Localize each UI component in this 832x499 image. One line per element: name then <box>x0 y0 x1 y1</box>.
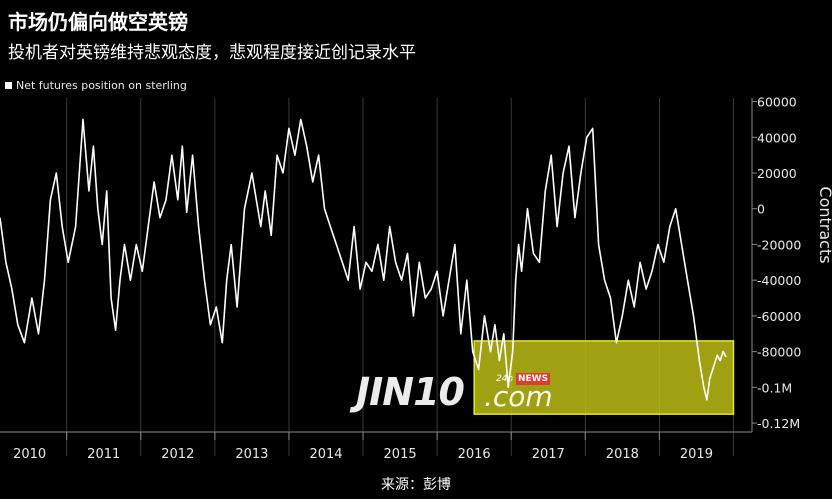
y-tick-label: 20000 <box>757 166 797 181</box>
y-tick-label: -20000 <box>757 237 801 252</box>
x-tick-label: 2012 <box>161 447 194 462</box>
x-tick-label: 2019 <box>680 447 713 462</box>
y-tick-label: 0 <box>757 202 765 217</box>
x-tick-label: 2013 <box>235 447 268 462</box>
legend-label: Net futures position on sterling <box>16 79 187 92</box>
watermark-news-tag: NEWS <box>516 373 551 385</box>
y-tick-label: -0.12M <box>757 416 800 431</box>
source-note: 来源：彭博 <box>381 477 451 493</box>
x-tick-label: 2014 <box>309 447 342 462</box>
watermark-logo: JIN10 .com 24h NEWS <box>356 366 556 426</box>
y-tick-label: -60000 <box>757 309 801 324</box>
line-chart: 60000 40000 20000 0 -20000 -40000 -60000 -80000… <box>0 95 832 462</box>
page-title: 市场仍偏向做空英镑 <box>8 10 188 34</box>
x-tick-label: 2010 <box>13 447 46 462</box>
watermark-suffix: .com <box>484 380 553 413</box>
y-axis-label: Contracts <box>816 186 832 263</box>
legend-swatch <box>5 82 12 89</box>
series-line <box>0 118 727 401</box>
page-subtitle: 投机者对英镑维持悲观态度，悲观程度接近创记录水平 <box>8 43 416 63</box>
x-tick-label: 2016 <box>458 447 491 462</box>
watermark-brand: JIN10 <box>356 370 465 414</box>
y-tick-label: 60000 <box>757 95 797 110</box>
y-tick-label: -40000 <box>757 273 801 288</box>
chart-legend: Net futures position on sterling <box>5 79 187 92</box>
x-tick-label: 2011 <box>87 447 120 462</box>
y-tick-label: -80000 <box>757 345 801 360</box>
highlight-region <box>473 340 735 415</box>
x-tick-label: 2018 <box>606 447 639 462</box>
y-axis: 60000 40000 20000 0 -20000 -40000 -60000 -80000… <box>751 95 801 432</box>
x-tick-label: 2015 <box>384 447 417 462</box>
highlight-box <box>473 340 735 415</box>
x-tick-label: 2017 <box>532 447 565 462</box>
series-layer <box>0 118 727 401</box>
y-tick-label: -0.1M <box>757 380 792 395</box>
header: 市场仍偏向做空英镑 投机者对英镑维持悲观态度，悲观程度接近创记录水平 <box>0 0 832 66</box>
y-tick-label: 40000 <box>757 130 797 145</box>
watermark-24h-tag: 24h <box>496 374 514 384</box>
x-axis: 2010 2011 2012 2013 2014 2015 2016 2017 2018 2019 <box>0 431 752 462</box>
